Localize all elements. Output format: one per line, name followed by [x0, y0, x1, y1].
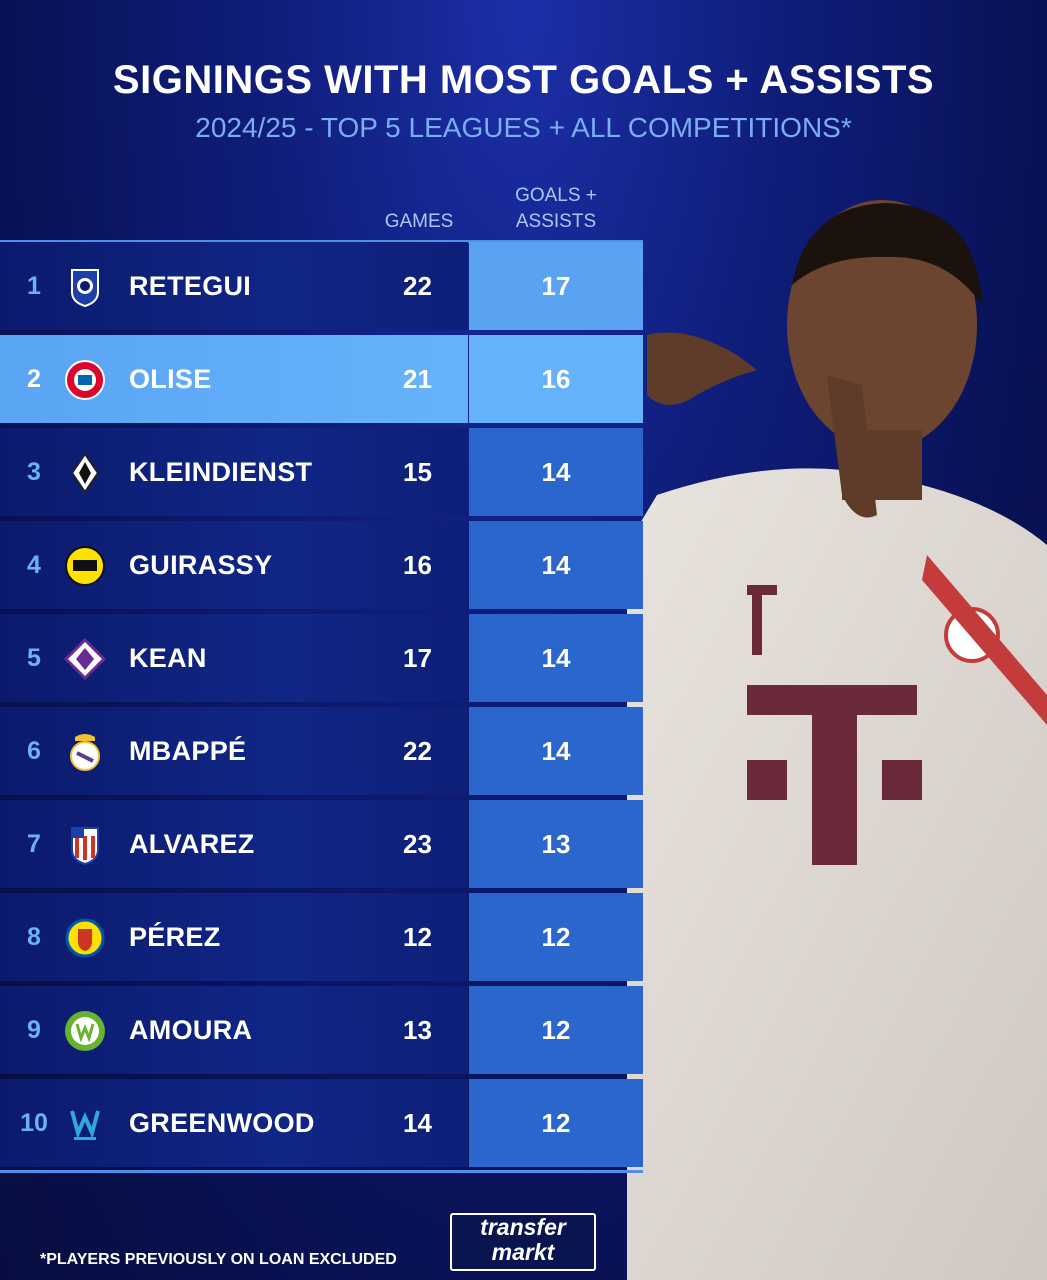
goals-assists-value: 16 — [541, 364, 571, 394]
dortmund-crest-icon — [65, 546, 105, 586]
player-name: RETEGUI — [129, 271, 252, 301]
games-value: 13 — [403, 1015, 432, 1045]
table-row: 10 GREENWOOD 14 12 — [0, 1079, 643, 1167]
villarreal-crest-icon — [65, 918, 105, 958]
goals-assists-header-line2: ASSISTS — [515, 211, 597, 232]
goals-assists-header-line1: GOALS + — [515, 185, 597, 206]
table-row: 8 PÉREZ 12 12 — [0, 893, 643, 981]
transfermarkt-logo: transfer markt — [450, 1213, 596, 1271]
rank: 8 — [27, 923, 41, 951]
real-madrid-crest-icon — [70, 734, 100, 771]
goals-assists-value: 17 — [541, 271, 571, 301]
player-name: GREENWOOD — [129, 1108, 315, 1138]
rank: 5 — [27, 644, 41, 672]
table-row: 2 OLISE 21 16 — [0, 335, 643, 423]
table-row: 6 MBAPPÉ 22 14 — [0, 707, 643, 795]
footnote: *PLAYERS PREVIOUSLY ON LOAN EXCLUDED — [40, 1251, 397, 1268]
player-name: PÉREZ — [129, 922, 221, 952]
rank: 7 — [27, 830, 41, 858]
games-value: 12 — [403, 922, 432, 952]
atletico-crest-icon — [71, 827, 99, 866]
table-bottom-divider — [0, 1170, 643, 1173]
rank: 4 — [27, 551, 41, 579]
player-name: OLISE — [129, 364, 212, 394]
table-row: 1 RETEGUI 22 17 — [0, 242, 643, 330]
games-column-header: GAMES — [384, 211, 454, 232]
gladbach-crest-icon — [70, 452, 100, 494]
table-row: 7 ALVAREZ 23 13 — [0, 800, 643, 888]
wolfsburg-crest-icon — [65, 1011, 105, 1051]
games-value: 23 — [403, 829, 432, 859]
player-name: GUIRASSY — [129, 550, 273, 580]
rank: 3 — [27, 458, 41, 486]
player-name: KEAN — [129, 643, 207, 673]
goals-assists-value: 12 — [541, 922, 571, 952]
goals-assists-value: 14 — [541, 736, 571, 766]
table-row: 3 KLEINDIENST 15 14 — [0, 428, 643, 516]
marseille-crest-icon — [70, 1110, 100, 1140]
rank: 6 — [27, 737, 41, 765]
page-subtitle: 2024/25 - TOP 5 LEAGUES + ALL COMPETITIO… — [195, 112, 852, 143]
goals-assists-value: 14 — [541, 643, 571, 673]
logo-line1: transfer — [480, 1214, 566, 1240]
player-name: AMOURA — [129, 1015, 253, 1045]
goals-assists-value: 12 — [541, 1015, 571, 1045]
games-value: 15 — [403, 457, 432, 487]
atalanta-crest-icon — [71, 269, 99, 308]
goals-assists-value: 14 — [541, 457, 571, 487]
table-row: 4 GUIRASSY 16 14 — [0, 521, 643, 609]
table-top-divider — [0, 240, 643, 243]
goals-assists-value: 12 — [541, 1108, 571, 1138]
games-value: 22 — [403, 271, 432, 301]
games-value: 21 — [403, 364, 432, 394]
goals-assists-value: 13 — [541, 829, 571, 859]
goals-assists-column-header: GOALS + ASSISTS — [490, 183, 622, 235]
player-name: KLEINDIENST — [129, 457, 313, 487]
page-title: SIGNINGS WITH MOST GOALS + ASSISTS — [112, 58, 935, 102]
goals-assists-value: 14 — [541, 550, 571, 580]
player-name: MBAPPÉ — [129, 736, 247, 766]
ranking-table: 1 RETEGUI 22 17 2 OLISE 21 16 3 KLEINDIE… — [0, 242, 643, 1172]
rank: 9 — [27, 1016, 41, 1044]
rank: 1 — [27, 272, 41, 300]
bayern-crest-icon — [65, 360, 105, 400]
table-row: 9 AMOURA 13 12 — [0, 986, 643, 1074]
games-value: 14 — [403, 1108, 432, 1138]
player-photo — [627, 200, 1047, 1280]
rank: 10 — [20, 1109, 48, 1137]
games-value: 17 — [403, 643, 432, 673]
fiorentina-crest-icon — [64, 638, 106, 680]
rank: 2 — [27, 365, 41, 393]
games-value: 22 — [403, 736, 432, 766]
games-value: 16 — [403, 550, 432, 580]
logo-line2: markt — [491, 1239, 555, 1265]
table-row: 5 KEAN 17 14 — [0, 614, 643, 702]
player-name: ALVAREZ — [129, 829, 255, 859]
